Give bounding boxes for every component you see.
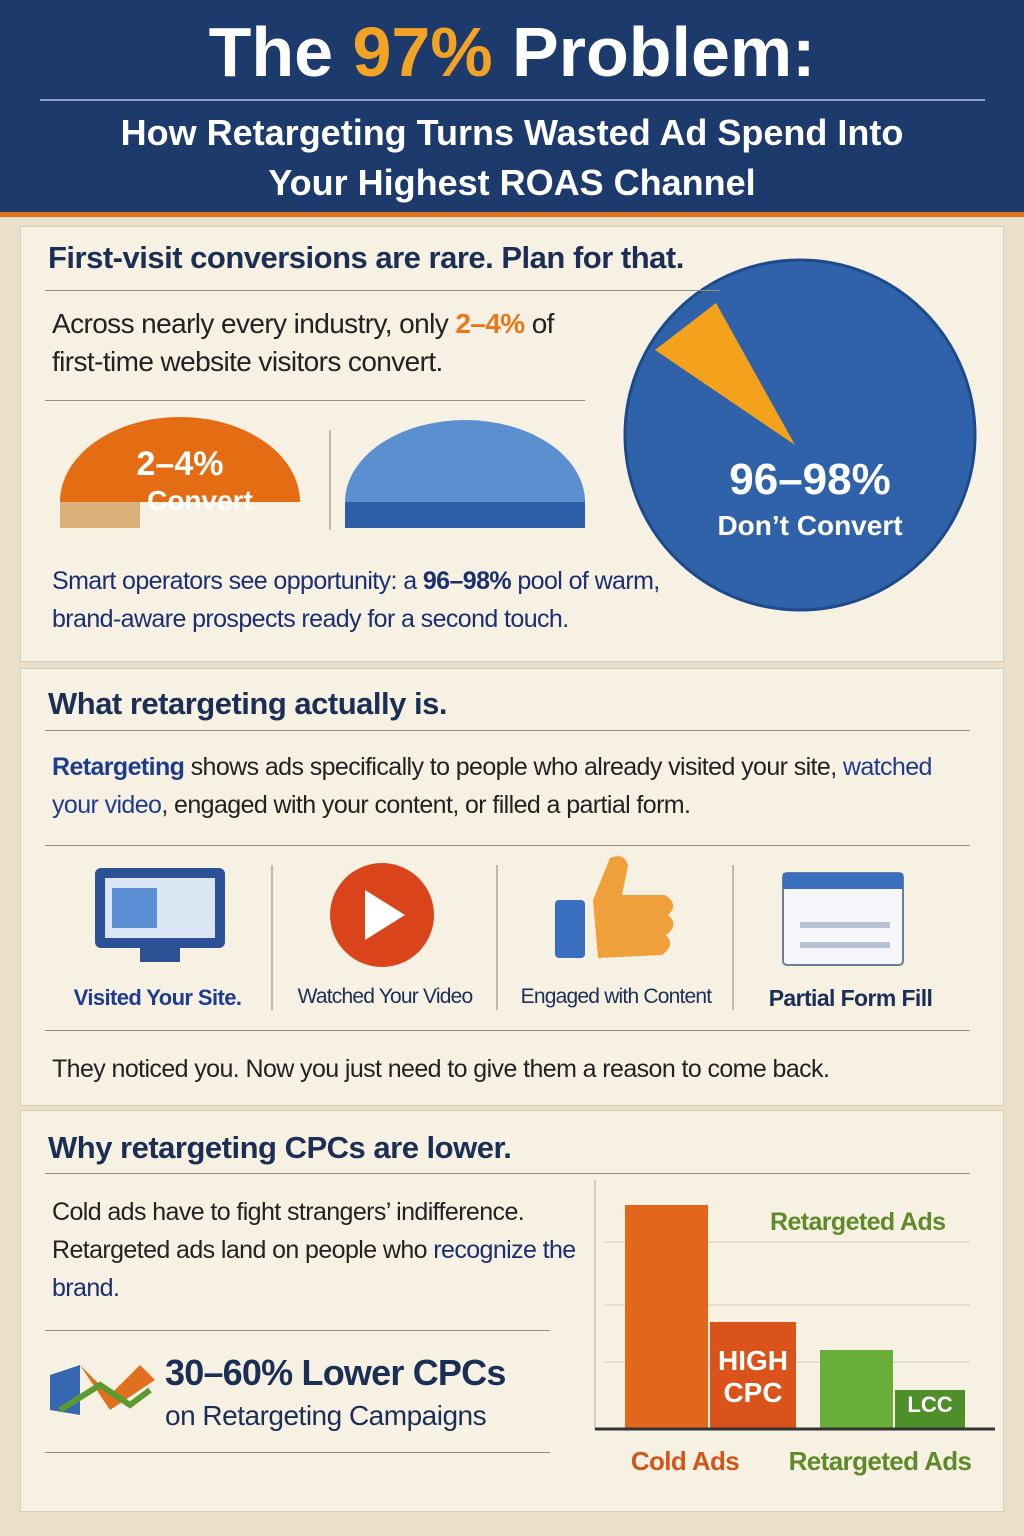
form-line <box>800 942 890 948</box>
pie-slice <box>655 303 795 445</box>
highlight: 96–98% <box>422 567 512 595</box>
bar-label: HIGH CPC <box>718 1345 788 1408</box>
title-text: The <box>208 13 353 91</box>
rule <box>45 845 970 846</box>
bar <box>710 1322 796 1428</box>
play-triangle <box>365 890 405 940</box>
rule <box>45 290 720 291</box>
rule <box>45 1173 970 1174</box>
convert-label: Convert <box>147 485 253 516</box>
icon-label: Watched Your Video <box>297 985 474 1008</box>
rule <box>45 1330 550 1331</box>
section-heading: What retargeting actually is. <box>48 686 447 721</box>
pie-label: Don’t Convert <box>717 510 903 541</box>
icon-label: Visited Your Site. <box>73 985 242 1010</box>
text: pool of warm, brand-aware prospects read… <box>52 567 660 633</box>
text: Smart operators see opportunity: a <box>52 567 423 595</box>
rule <box>45 730 970 731</box>
text: shows ads specifically to people who alr… <box>184 753 843 781</box>
convert-pct: 2–4% <box>136 445 224 483</box>
pie <box>623 258 977 612</box>
outro: Smart operators see opportunity: a 96–98… <box>52 562 712 638</box>
bar <box>895 1390 965 1428</box>
icon-label: Partial Form Fill <box>768 985 933 1011</box>
text: Cold ads have to fight strangers’ indiff… <box>52 1198 525 1264</box>
intro: Across nearly every industry, only 2–4% … <box>52 305 582 381</box>
highlight: Retargeting <box>52 753 185 781</box>
title: The 97% Problem: <box>0 12 1024 92</box>
rule <box>45 400 585 401</box>
definition: Retargeting shows ads specifically to pe… <box>52 748 972 824</box>
text: of first-time website visitors convert. <box>52 308 554 377</box>
header-rule <box>0 212 1024 217</box>
thumb-cuff <box>555 900 585 958</box>
bar <box>625 1205 708 1428</box>
monitor-stand <box>140 948 180 962</box>
footer-text: They noticed you. Now you just need to g… <box>52 1055 830 1083</box>
text: , engaged with your content, or filled a… <box>161 791 691 819</box>
pie-pct: 96–98% <box>729 455 891 504</box>
stat-sub: on Retargeting Campaigns <box>165 1400 487 1431</box>
rule <box>45 1452 550 1453</box>
x-label: Retargeted Ads <box>788 1446 972 1476</box>
stat-icon <box>80 1365 155 1410</box>
x-label: Cold Ads <box>630 1446 740 1476</box>
semicircle-base <box>60 502 140 528</box>
title-highlight: 97% <box>352 13 493 91</box>
highlight: watched your video <box>52 753 932 819</box>
header-band <box>0 0 1024 212</box>
subtitle: How Retargeting Turns Wasted Ad Spend In… <box>120 112 904 203</box>
panel <box>20 1110 1004 1512</box>
text: Across nearly every industry, only <box>52 308 456 339</box>
semicircle-base <box>345 502 585 528</box>
stat-icon <box>58 1381 152 1413</box>
bar <box>820 1350 893 1428</box>
rule <box>45 1030 970 1031</box>
legend: Retargeted Ads <box>770 1208 946 1236</box>
form-line <box>800 922 890 928</box>
highlight: recognize the brand. <box>52 1236 576 1302</box>
thumb-icon <box>593 856 674 958</box>
explanation: Cold ads have to fight strangers’ indiff… <box>52 1193 577 1307</box>
title-text: Problem: <box>492 13 816 91</box>
semicircle-orange <box>60 417 300 502</box>
monitor-block <box>112 888 157 928</box>
highlight: 2–4% <box>455 308 525 339</box>
form-bar <box>783 873 903 889</box>
section-heading: Why retargeting CPCs are lower. <box>48 1130 512 1165</box>
section-heading: First-visit conversions are rare. Plan f… <box>48 240 684 275</box>
stat: 30–60% Lower CPCs <box>165 1352 506 1393</box>
bar-label: LCC <box>907 1392 953 1417</box>
icon-label: Engaged with Content <box>520 985 712 1008</box>
semicircle-blue <box>345 420 585 502</box>
